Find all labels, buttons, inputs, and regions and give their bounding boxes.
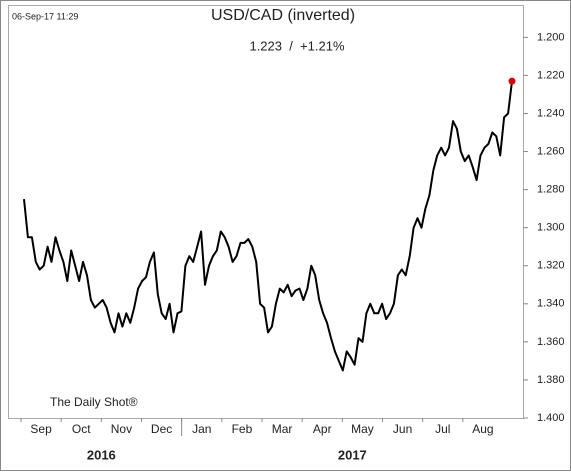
x-tick-label: Sep <box>30 422 52 436</box>
x-tick-label: Nov <box>111 422 132 436</box>
chart-subtitle: 1.223 / +1.21% <box>249 38 344 53</box>
x-tick-label: Jun <box>393 422 412 436</box>
x-tick-label: Oct <box>72 422 91 436</box>
x-tick-label: Jul <box>435 422 450 436</box>
x-tick-label: May <box>351 422 374 436</box>
x-tick-label: Apr <box>313 422 332 436</box>
chart-title: USD/CAD (inverted) <box>211 7 355 24</box>
y-tick-label: 1.200 <box>537 31 565 43</box>
y-tick-label: 1.280 <box>537 184 565 196</box>
year-label: 2016 <box>87 447 116 462</box>
y-tick-label: 1.340 <box>537 298 565 310</box>
y-tick-label: 1.360 <box>537 336 565 348</box>
x-tick-label: Feb <box>232 422 253 436</box>
source: The Daily Shot® <box>50 395 138 409</box>
line-series <box>23 80 513 372</box>
y-tick-label: 1.240 <box>537 107 565 119</box>
plot-frame <box>8 5 524 419</box>
year-label: 2017 <box>338 447 367 462</box>
y-tick-label: 1.260 <box>537 145 565 157</box>
y-tick-label: 1.300 <box>537 222 565 234</box>
x-tick-label: Mar <box>272 422 293 436</box>
x-tick-label: Jan <box>192 422 211 436</box>
y-tick-label: 1.380 <box>537 374 565 386</box>
y-tick-label: 1.400 <box>537 412 565 424</box>
y-tick-label: 1.220 <box>537 69 565 81</box>
last-point <box>508 77 516 85</box>
x-tick-label: Aug <box>472 422 493 436</box>
timestamp: 06-Sep-17 11:29 <box>12 11 78 21</box>
y-tick-label: 1.320 <box>537 260 565 272</box>
x-tick-label: Dec <box>151 422 172 436</box>
